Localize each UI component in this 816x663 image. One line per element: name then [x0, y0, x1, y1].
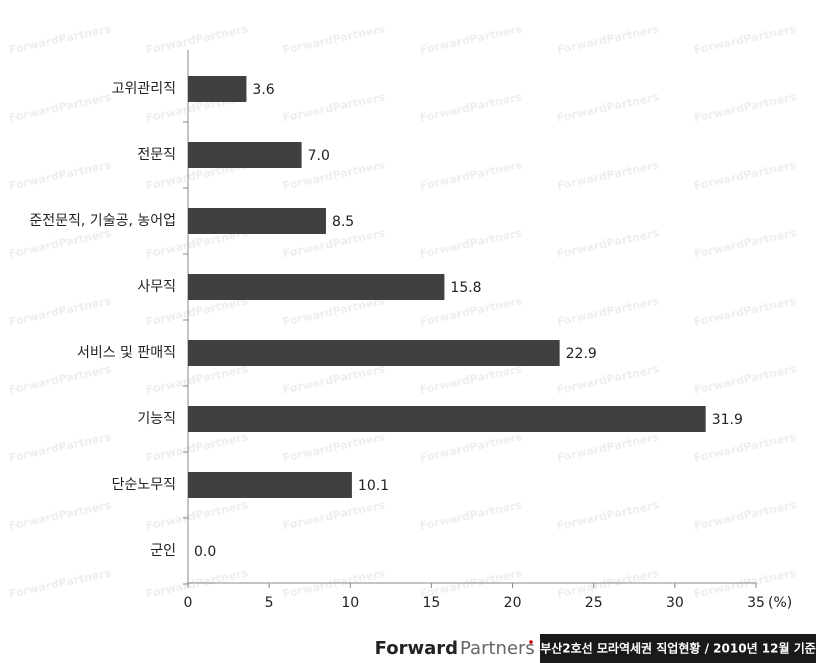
watermark: ForwardPartners [8, 294, 113, 328]
watermark: ForwardPartners [8, 362, 113, 396]
x-tick-label: 10 [341, 595, 359, 611]
logo-left: Forward [375, 638, 458, 659]
watermark: ForwardPartners [419, 430, 524, 464]
watermark: ForwardPartners [693, 226, 798, 260]
watermark: ForwardPartners [419, 90, 524, 124]
x-tick-label: 35 [747, 595, 765, 611]
y-tick-label: 기능직 [137, 411, 176, 427]
watermark: ForwardPartners [282, 22, 387, 56]
bar [188, 340, 560, 366]
caption: 부산2호선 모라역세권 직업현황 / 2010년 12월 기준 [540, 641, 816, 656]
caption-box [540, 634, 816, 663]
value-label: 22.9 [566, 346, 597, 362]
watermark: ForwardPartners [282, 90, 387, 124]
watermark: ForwardPartners [556, 90, 661, 124]
bar [188, 406, 706, 432]
watermark: ForwardPartners [693, 362, 798, 396]
watermark: ForwardPartners [693, 22, 798, 56]
watermark: ForwardPartners [693, 158, 798, 192]
watermark: ForwardPartners [556, 226, 661, 260]
bar [188, 76, 247, 102]
watermark: ForwardPartners [693, 430, 798, 464]
bar [188, 142, 302, 168]
watermark: ForwardPartners [8, 22, 113, 56]
watermark: ForwardPartners [556, 430, 661, 464]
watermark: ForwardPartners [145, 498, 250, 532]
bar [188, 274, 445, 300]
y-tick-label: 전문직 [137, 147, 176, 163]
x-tick-label: 20 [504, 595, 522, 611]
x-tick-label: 0 [184, 595, 193, 611]
watermark: ForwardPartners [145, 430, 250, 464]
value-label: 8.5 [332, 214, 354, 230]
watermark: ForwardPartners [8, 158, 113, 192]
watermark-layer: ForwardPartners ForwardPartners ForwardPar… [8, 22, 798, 600]
y-tick-label: 고위관리직 [112, 81, 176, 97]
value-label: 31.9 [712, 412, 743, 428]
watermark: ForwardPartners [556, 22, 661, 56]
bar [188, 472, 352, 498]
watermark: ForwardPartners [8, 226, 113, 260]
watermark: ForwardPartners [145, 362, 250, 396]
y-tick-label: 단순노무직 [112, 477, 176, 493]
watermark: ForwardPartners [556, 498, 661, 532]
value-label: 0.0 [194, 544, 216, 560]
watermark: ForwardPartners [419, 498, 524, 532]
watermark: ForwardPartners [282, 430, 387, 464]
watermark: ForwardPartners [8, 430, 113, 464]
logo-dot [529, 640, 533, 644]
bar [188, 208, 326, 234]
x-tick-label: 15 [423, 595, 441, 611]
y-tick-label: 서비스 및 판매직 [77, 345, 176, 361]
watermark: ForwardPartners [419, 22, 524, 56]
watermark: ForwardPartners [8, 498, 113, 532]
value-label: 3.6 [252, 82, 274, 98]
value-label: 15.8 [450, 280, 481, 296]
logo-right: Partners [460, 638, 535, 659]
watermark: ForwardPartners [282, 362, 387, 396]
y-tick-label: 군인 [150, 543, 176, 559]
x-tick-label: 30 [666, 595, 684, 611]
value-label: 10.1 [358, 478, 389, 494]
watermark: ForwardPartners [8, 90, 113, 124]
watermark: ForwardPartners [556, 294, 661, 328]
watermark: ForwardPartners [693, 90, 798, 124]
watermark: ForwardPartners [145, 22, 250, 56]
watermark: ForwardPartners [8, 566, 113, 600]
watermark: ForwardPartners [419, 362, 524, 396]
watermark: ForwardPartners [556, 362, 661, 396]
watermark: ForwardPartners [419, 226, 524, 260]
x-tick-label: 25 [585, 595, 603, 611]
y-tick-label: 준전문직, 기술공, 농어업 [29, 213, 176, 229]
value-label: 7.0 [308, 148, 330, 164]
watermark: ForwardPartners [282, 498, 387, 532]
x-axis-label: (%) [768, 595, 792, 611]
x-tick-label: 5 [265, 595, 274, 611]
watermark: ForwardPartners [693, 294, 798, 328]
watermark: ForwardPartners [556, 158, 661, 192]
y-tick-label: 사무직 [137, 279, 176, 295]
watermark: ForwardPartners [419, 158, 524, 192]
watermark: ForwardPartners [693, 498, 798, 532]
